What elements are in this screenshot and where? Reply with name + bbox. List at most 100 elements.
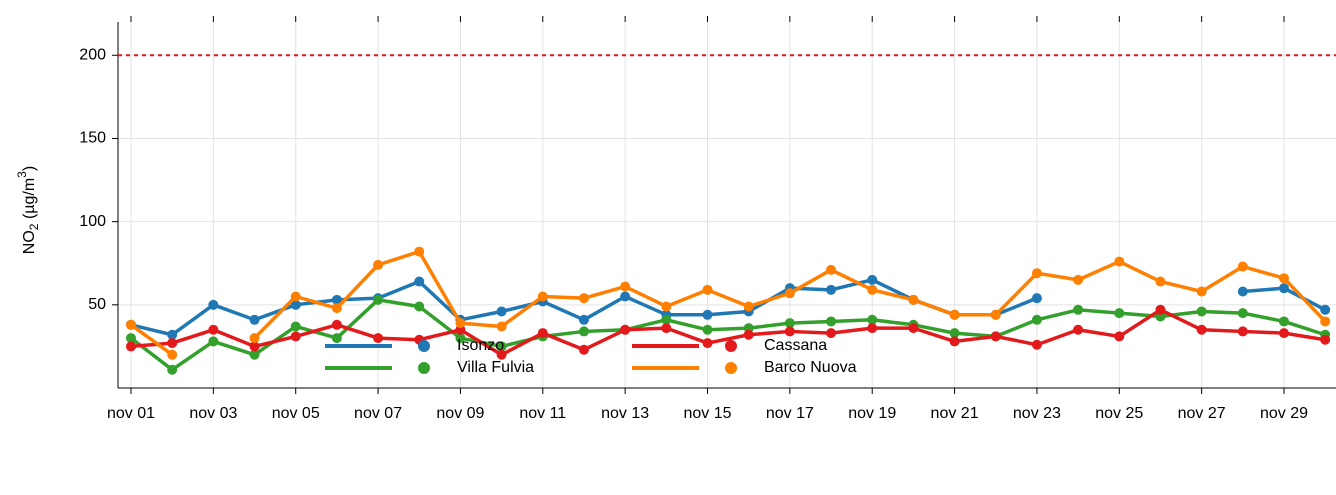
point xyxy=(373,259,384,270)
point xyxy=(620,324,631,335)
point xyxy=(1073,274,1084,285)
point xyxy=(867,314,878,325)
point xyxy=(702,309,713,320)
point xyxy=(867,323,878,334)
legend-dot xyxy=(725,340,737,352)
point xyxy=(331,319,342,330)
point xyxy=(1031,339,1042,350)
legend-dot xyxy=(725,362,737,374)
point xyxy=(290,321,301,332)
point xyxy=(496,349,507,360)
x-tick-label: nov 17 xyxy=(766,405,814,422)
point xyxy=(949,309,960,320)
point xyxy=(331,294,342,305)
point xyxy=(331,333,342,344)
point xyxy=(373,294,384,305)
x-tick-label: nov 15 xyxy=(683,405,731,422)
legend-label: Cassana xyxy=(764,337,827,354)
point xyxy=(1073,304,1084,315)
point xyxy=(1031,314,1042,325)
point xyxy=(331,303,342,314)
point xyxy=(167,338,178,349)
point xyxy=(578,344,589,355)
point xyxy=(1320,316,1331,327)
point xyxy=(290,299,301,310)
point xyxy=(414,246,425,257)
x-tick-label: nov 27 xyxy=(1178,405,1226,422)
point xyxy=(743,301,754,312)
point xyxy=(1279,273,1289,284)
point xyxy=(702,284,713,295)
point xyxy=(1114,256,1125,267)
x-tick-label: nov 11 xyxy=(519,405,566,422)
x-tick-label: nov 25 xyxy=(1095,405,1143,422)
point xyxy=(661,301,672,312)
point xyxy=(455,333,466,344)
legend-item: Isonzo xyxy=(325,337,504,354)
point xyxy=(1320,304,1331,315)
point xyxy=(1196,286,1207,297)
point xyxy=(496,341,507,352)
point xyxy=(249,349,260,360)
x-tick-label: nov 19 xyxy=(848,405,896,422)
point xyxy=(1155,276,1166,287)
point xyxy=(496,321,507,332)
point xyxy=(743,329,754,340)
point xyxy=(620,281,631,292)
legend-label: Villa Fulvia xyxy=(457,359,534,376)
point xyxy=(126,319,136,330)
point xyxy=(1031,268,1042,279)
point xyxy=(990,309,1001,320)
point xyxy=(949,336,960,347)
point xyxy=(1031,293,1042,304)
legend-item: Barco Nuova xyxy=(632,359,857,376)
legend-dot xyxy=(418,340,430,352)
point xyxy=(167,329,178,340)
legend-item: Villa Fulvia xyxy=(325,359,534,376)
x-tick-label: nov 23 xyxy=(1013,405,1061,422)
point xyxy=(784,288,795,299)
point xyxy=(1279,316,1289,327)
legend-item: Cassana xyxy=(632,337,827,354)
point xyxy=(867,274,878,285)
point xyxy=(908,294,919,305)
point xyxy=(949,328,960,339)
point xyxy=(661,314,672,325)
x-tick-label: nov 01 xyxy=(107,405,155,422)
point xyxy=(208,336,219,347)
point xyxy=(1237,326,1248,337)
point xyxy=(1155,304,1166,315)
point xyxy=(620,291,631,302)
point xyxy=(578,293,589,304)
point xyxy=(1237,308,1248,319)
point xyxy=(578,326,589,337)
point xyxy=(373,333,384,344)
point xyxy=(126,333,136,344)
point xyxy=(167,364,178,375)
point xyxy=(702,338,713,349)
x-tick-label: nov 09 xyxy=(436,405,484,422)
x-tick-label: nov 05 xyxy=(272,405,320,422)
point xyxy=(826,328,837,339)
series-line xyxy=(130,278,1326,337)
y-tick-label: 50 xyxy=(88,296,106,313)
y-tick-label: 100 xyxy=(79,213,106,230)
point xyxy=(249,341,260,352)
point xyxy=(249,333,260,344)
point xyxy=(290,331,301,342)
x-tick-label: nov 21 xyxy=(931,405,979,422)
x-tick-label: nov 07 xyxy=(354,405,402,422)
point xyxy=(578,314,589,325)
point xyxy=(496,306,507,317)
y-axis-label: NO2 (µg/m3) xyxy=(15,166,41,254)
point xyxy=(126,341,136,352)
x-tick-label: nov 13 xyxy=(601,405,649,422)
point xyxy=(826,316,837,327)
point xyxy=(208,299,219,310)
legend-label: Isonzo xyxy=(457,337,504,354)
series-line xyxy=(129,298,1326,372)
point xyxy=(537,291,548,302)
legend-dot xyxy=(418,362,430,374)
point xyxy=(167,349,178,360)
